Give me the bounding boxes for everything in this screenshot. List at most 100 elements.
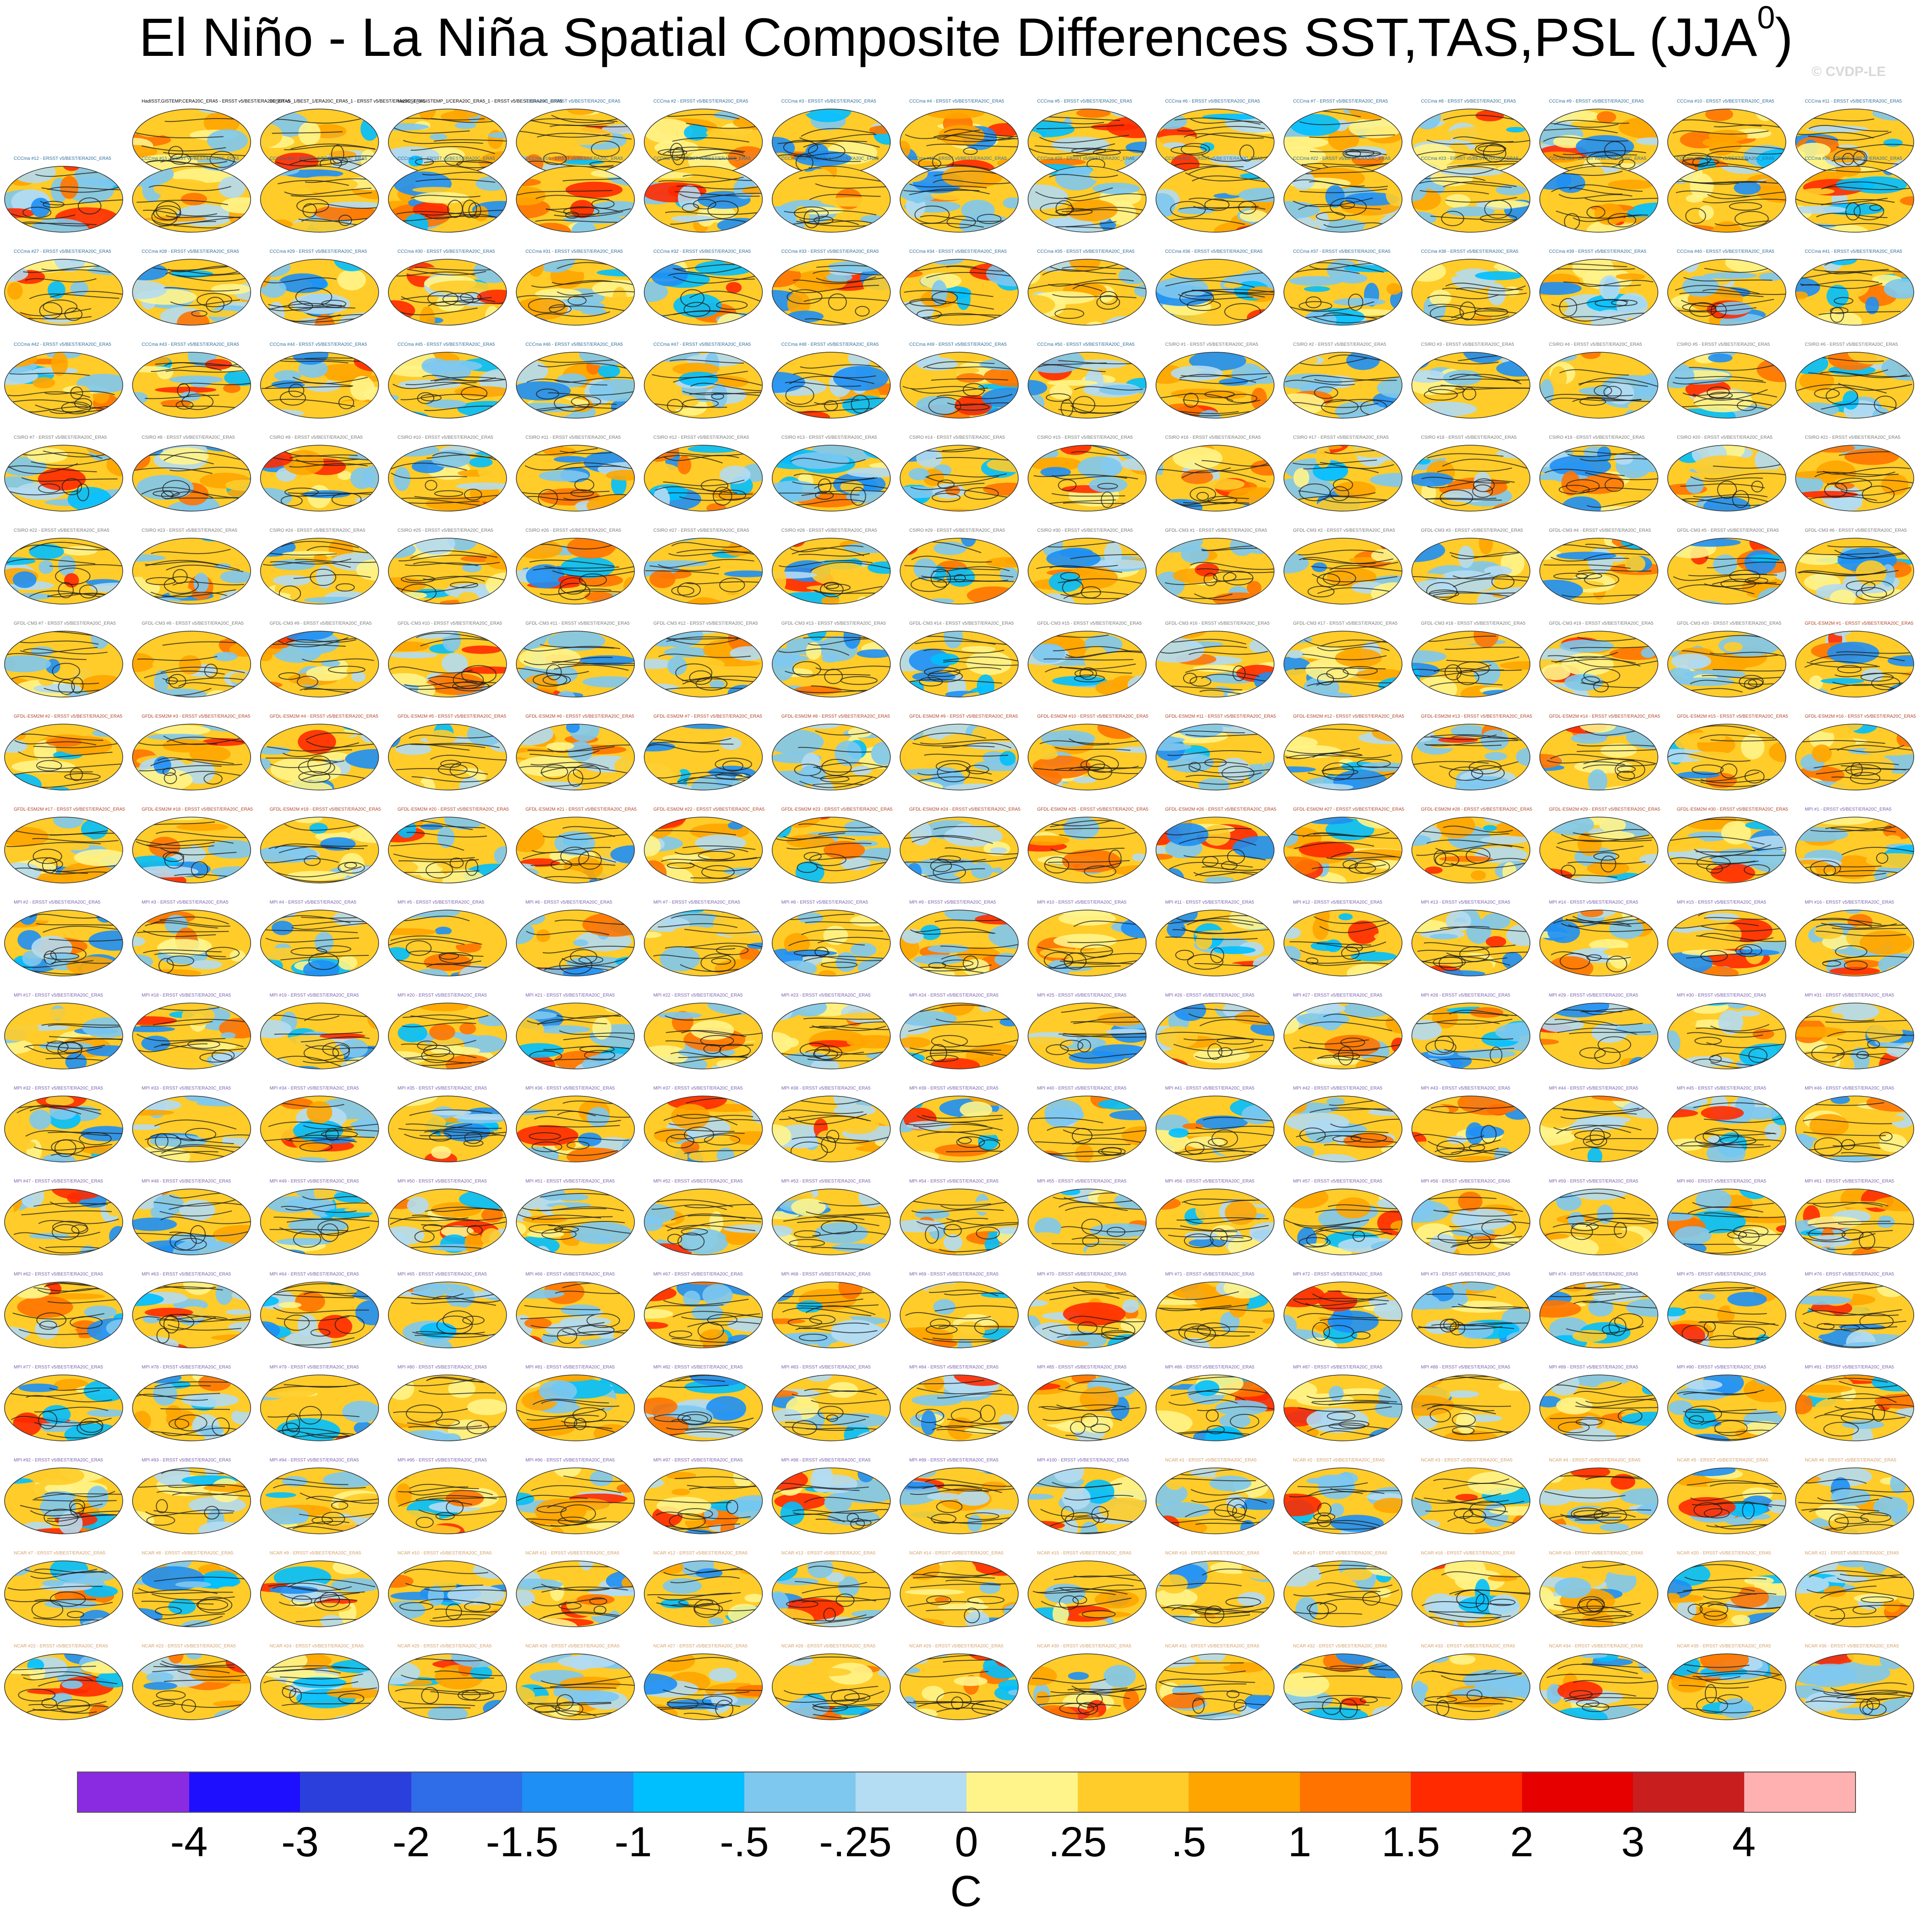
panel-title: MPI #52 - ERSST v5/BEST/ERA20C_ERA5 <box>654 1179 743 1184</box>
map-panel: CSIRO #15 - ERSST v5/BEST/ERA20C_ERA5 <box>1027 435 1147 512</box>
map-field <box>1028 259 1146 325</box>
panel-title: MPI #74 - ERSST v5/BEST/ERA20C_ERA5 <box>1549 1272 1638 1277</box>
panel-title: MPI #38 - ERSST v5/BEST/ERA20C_ERA5 <box>781 1086 871 1091</box>
colorbar-tick-label: -.5 <box>720 1819 769 1865</box>
map-field <box>1796 1189 1914 1255</box>
map-panel: GFDL-CM3 #4 - ERSST v5/BEST/ERA20C_ERA5 <box>1539 528 1659 605</box>
panel-title: MPI #63 - ERSST v5/BEST/ERA20C_ERA5 <box>142 1272 231 1277</box>
map-panel: MPI #94 - ERSST v5/BEST/ERA20C_ERA5 <box>260 1458 379 1534</box>
map-panel: GFDL-CM3 #7 - ERSST v5/BEST/ERA20C_ERA5 <box>4 621 123 698</box>
panel-title: NCAR #17 - ERSST v5/BEST/ERA20C_ERA5 <box>1293 1551 1387 1556</box>
panel-title: CSIRO #29 - ERSST v5/BEST/ERA20C_ERA5 <box>909 528 1005 533</box>
map-field <box>516 817 635 883</box>
panel-title: CCCma #13 - ERSST v5/BEST/ERA20C_ERA5 <box>142 156 239 161</box>
panel-title: CCCma #11 - ERSST v5/BEST/ERA20C_ERA5 <box>1805 99 1902 104</box>
map-panel: MPI #45 - ERSST v5/BEST/ERA20C_ERA5 <box>1667 1086 1786 1162</box>
map-field <box>772 817 890 883</box>
panel-title: CSIRO #5 - ERSST v5/BEST/ERA20C_ERA5 <box>1677 342 1770 347</box>
map-panel: MPI #39 - ERSST v5/BEST/ERA20C_ERA5 <box>900 1086 1019 1162</box>
map-field <box>1284 445 1402 511</box>
map-field <box>900 1282 1019 1348</box>
map-panel: GFDL-CM3 #10 - ERSST v5/BEST/ERA20C_ERA5 <box>388 621 507 698</box>
map-field <box>132 1096 251 1162</box>
map-field <box>1028 1561 1146 1627</box>
panel-title: CSIRO #11 - ERSST v5/BEST/ERA20C_ERA5 <box>525 435 621 440</box>
map-panel: NCAR #24 - ERSST v5/BEST/ERA20C_ERA5 <box>260 1644 379 1720</box>
colorbar-tick-label: 1 <box>1288 1819 1312 1865</box>
map-panel: GFDL-CM3 #14 - ERSST v5/BEST/ERA20C_ERA5 <box>900 621 1019 698</box>
panel-title: MPI #12 - ERSST v5/BEST/ERA20C_ERA5 <box>1293 900 1382 905</box>
map-field <box>388 109 507 175</box>
map-panel: NCAR #13 - ERSST v5/BEST/ERA20C_ERA5 <box>772 1551 891 1627</box>
map-panel: MPI #54 - ERSST v5/BEST/ERA20C_ERA5 <box>900 1179 1019 1255</box>
map-field <box>1796 445 1914 511</box>
map-panel: MPI #56 - ERSST v5/BEST/ERA20C_ERA5 <box>1155 1179 1275 1255</box>
panel-title: CCCma #42 - ERSST v5/BEST/ERA20C_ERA5 <box>14 342 111 347</box>
map-panel: CSIRO #9 - ERSST v5/BEST/ERA20C_ERA5 <box>260 435 379 512</box>
panel-title: CCCma #48 - ERSST v5/BEST/ERA20C_ERA5 <box>781 342 879 347</box>
map-field <box>1412 166 1530 232</box>
panel-title: GFDL-CM3 #10 - ERSST v5/BEST/ERA20C_ERA5 <box>398 621 502 626</box>
map-panel: MPI #93 - ERSST v5/BEST/ERA20C_ERA5 <box>132 1458 251 1534</box>
map-field <box>1539 538 1658 604</box>
map-panel: CCCma #16 - ERSST v5/BEST/ERA20C_ERA5 <box>516 156 635 233</box>
map-field <box>1156 1468 1274 1534</box>
map-field <box>516 1003 635 1069</box>
panel-title: NCAR #21 - ERSST v5/BEST/ERA20C_ERA5 <box>1805 1551 1899 1556</box>
map-panel: GFDL-CM3 #5 - ERSST v5/BEST/ERA20C_ERA5 <box>1667 528 1786 605</box>
map-field <box>1667 166 1786 232</box>
map-field <box>260 352 379 418</box>
panel-title: GFDL-ESM2M #14 - ERSST v5/BEST/ERA20C_ER… <box>1549 714 1660 719</box>
map-panel: GFDL-ESM2M #11 - ERSST v5/BEST/ERA20C_ER… <box>1155 714 1276 790</box>
map-field <box>1412 1282 1530 1348</box>
map-field <box>1284 1189 1402 1255</box>
map-field <box>1796 166 1914 232</box>
panel-title: MPI #68 - ERSST v5/BEST/ERA20C_ERA5 <box>781 1272 871 1277</box>
panel-title: NCAR #31 - ERSST v5/BEST/ERA20C_ERA5 <box>1165 1644 1260 1649</box>
panel-title: MPI #94 - ERSST v5/BEST/ERA20C_ERA5 <box>270 1458 359 1463</box>
map-panel: CSIRO #10 - ERSST v5/BEST/ERA20C_ERA5 <box>388 435 507 512</box>
map-field <box>1667 1003 1786 1069</box>
map-field <box>1156 724 1274 790</box>
map-panel: MPI #34 - ERSST v5/BEST/ERA20C_ERA5 <box>260 1086 379 1162</box>
map-field <box>1539 1468 1658 1534</box>
map-field <box>132 259 251 325</box>
map-field <box>772 910 890 976</box>
map-panel: MPI #27 - ERSST v5/BEST/ERA20C_ERA5 <box>1283 993 1403 1069</box>
panel-title: MPI #86 - ERSST v5/BEST/ERA20C_ERA5 <box>1165 1365 1255 1370</box>
map-field <box>388 631 507 697</box>
map-field <box>1284 631 1402 697</box>
panel-title: MPI #53 - ERSST v5/BEST/ERA20C_ERA5 <box>781 1179 871 1184</box>
map-field <box>260 724 379 790</box>
map-panel: MPI #38 - ERSST v5/BEST/ERA20C_ERA5 <box>772 1086 891 1162</box>
map-panel: NCAR #5 - ERSST v5/BEST/ERA20C_ERA5 <box>1667 1458 1786 1534</box>
panel-title: NCAR #28 - ERSST v5/BEST/ERA20C_ERA5 <box>781 1644 876 1649</box>
map-field <box>1412 817 1530 883</box>
map-panel: NCAR #10 - ERSST v5/BEST/ERA20C_ERA5 <box>388 1551 507 1627</box>
map-panel: MPI #21 - ERSST v5/BEST/ERA20C_ERA5 <box>516 993 635 1069</box>
map-field <box>1539 445 1658 511</box>
map-panel: CSIRO #1 - ERSST v5/BEST/ERA20C_ERA5 <box>1155 342 1275 419</box>
panel-title: CSIRO #22 - ERSST v5/BEST/ERA20C_ERA5 <box>14 528 109 533</box>
panel-title: MPI #29 - ERSST v5/BEST/ERA20C_ERA5 <box>1549 993 1638 998</box>
map-panel: NCAR #3 - ERSST v5/BEST/ERA20C_ERA5 <box>1411 1458 1531 1534</box>
map-panel: CSIRO #13 - ERSST v5/BEST/ERA20C_ERA5 <box>772 435 891 512</box>
map-panel: MPI #7 - ERSST v5/BEST/ERA20C_ERA5 <box>644 900 763 976</box>
colorbar-tick-label: 1.5 <box>1381 1819 1440 1865</box>
panel-title: CCCma #10 - ERSST v5/BEST/ERA20C_ERA5 <box>1677 99 1774 104</box>
map-panel: MPI #43 - ERSST v5/BEST/ERA20C_ERA5 <box>1411 1086 1531 1162</box>
map-panel: MPI #76 - ERSST v5/BEST/ERA20C_ERA5 <box>1795 1272 1914 1348</box>
colorbar-swatch <box>1633 1772 1744 1812</box>
map-panel: MPI #10 - ERSST v5/BEST/ERA20C_ERA5 <box>1027 900 1147 976</box>
map-field <box>5 631 123 697</box>
map-panel: GFDL-ESM2M #8 - ERSST v5/BEST/ERA20C_ERA… <box>772 714 891 790</box>
colorbar-tick-label: 3 <box>1621 1819 1645 1865</box>
map-field <box>900 817 1019 883</box>
map-field <box>644 1375 763 1441</box>
map-field <box>900 1189 1019 1255</box>
map-panel: MPI #61 - ERSST v5/BEST/ERA20C_ERA5 <box>1795 1179 1914 1255</box>
map-panel: MPI #73 - ERSST v5/BEST/ERA20C_ERA5 <box>1411 1272 1531 1348</box>
panel-title: CCCma #47 - ERSST v5/BEST/ERA20C_ERA5 <box>654 342 751 347</box>
map-panel: GFDL-CM3 #1 - ERSST v5/BEST/ERA20C_ERA5 <box>1155 528 1275 605</box>
map-field <box>644 1189 763 1255</box>
